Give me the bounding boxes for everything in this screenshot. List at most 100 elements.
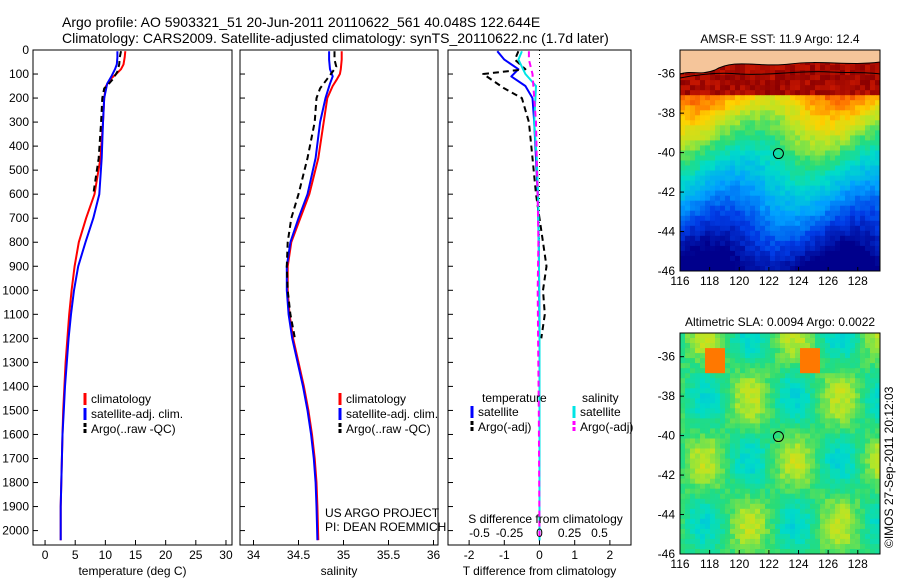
- map-cell: [875, 205, 880, 212]
- map-cell: [740, 130, 746, 136]
- map-cell: [850, 408, 856, 414]
- map-cell: [870, 75, 876, 81]
- map-cell: [730, 110, 736, 116]
- map-cell: [795, 185, 801, 192]
- map-cell: [835, 513, 841, 520]
- map-cell: [720, 85, 726, 91]
- map-cell: [745, 373, 751, 379]
- map-cell: [710, 220, 716, 227]
- map-cell: [725, 508, 731, 515]
- map-cell: [745, 533, 751, 540]
- map-cell: [825, 225, 831, 232]
- map-cell: [755, 378, 761, 384]
- map-cell: [810, 518, 816, 525]
- map-cell: [755, 255, 761, 262]
- map-cell: [735, 453, 741, 460]
- map-cell: [820, 261, 826, 267]
- map-cell: [760, 240, 766, 247]
- map-cell: [815, 423, 821, 429]
- map-cell: [800, 205, 806, 212]
- map-cell: [800, 210, 806, 217]
- map-cell: [815, 120, 821, 126]
- map-cell: [830, 235, 836, 242]
- map-cell: [855, 368, 861, 374]
- map-cell: [865, 105, 871, 111]
- map-cell: [875, 75, 880, 81]
- map-cell: [810, 393, 816, 399]
- lat-tick-label: -44: [658, 225, 676, 239]
- map-cell: [740, 413, 746, 419]
- map-cell: [855, 463, 861, 470]
- map-cell: [840, 140, 846, 146]
- map-cell: [680, 105, 686, 111]
- map-cell: [830, 433, 836, 440]
- map-cell: [845, 338, 851, 344]
- map-cell: [725, 478, 731, 485]
- depth-tick-label: 1200: [2, 331, 29, 345]
- map-cell: [755, 105, 761, 111]
- map-cell: [795, 140, 801, 146]
- map-cell: [875, 343, 880, 349]
- map-cell: [850, 255, 856, 262]
- map-cell: [805, 110, 811, 116]
- series-t-satellite: [496, 50, 541, 541]
- map-cell: [770, 363, 776, 369]
- map-cell: [750, 508, 756, 515]
- map-cell: [700, 538, 706, 545]
- map-cell: [735, 90, 741, 96]
- map-cell: [755, 230, 761, 237]
- map-cell: [815, 220, 821, 227]
- map-cell: [700, 200, 706, 207]
- map-cell: [865, 261, 871, 267]
- map-cell: [780, 523, 786, 530]
- map-cell: [715, 95, 721, 101]
- map-cell: [770, 240, 776, 247]
- map-cell: [800, 378, 806, 384]
- map-cell: [870, 343, 876, 349]
- map-cell: [745, 453, 751, 460]
- map-cell: [815, 333, 821, 339]
- map-cell: [800, 383, 806, 389]
- map-cell: [715, 538, 721, 545]
- map-cell: [710, 180, 716, 187]
- map-cell: [870, 245, 876, 252]
- map-cell: [860, 165, 866, 172]
- map-cell: [830, 544, 836, 550]
- map-cell: [825, 338, 831, 344]
- map-cell: [825, 388, 831, 394]
- map-cell: [760, 483, 766, 490]
- map-cell: [800, 498, 806, 505]
- map-cell: [785, 250, 791, 257]
- map-cell: [805, 533, 811, 540]
- map-cell: [730, 230, 736, 237]
- map-cell: [805, 428, 811, 434]
- map-cell: [770, 220, 776, 227]
- map-cell: [835, 438, 841, 445]
- map-cell: [830, 155, 836, 162]
- map-cell: [735, 230, 741, 237]
- depth-tick-label: 400: [9, 139, 29, 153]
- map-cell: [735, 95, 741, 101]
- map-cell: [800, 493, 806, 500]
- map-cell: [830, 255, 836, 262]
- map-cell: [705, 413, 711, 419]
- map-cell: [795, 230, 801, 237]
- map-cell: [710, 363, 716, 369]
- map-cell: [690, 195, 696, 202]
- depth-tick-label: 100: [9, 67, 29, 81]
- map-cell: [765, 549, 771, 554]
- map-cell: [810, 235, 816, 242]
- map-cell: [735, 135, 741, 141]
- map-cell: [775, 443, 781, 450]
- map-cell: [695, 333, 701, 339]
- map-cell: [875, 165, 880, 172]
- map-cell: [845, 408, 851, 414]
- map-cell: [795, 210, 801, 217]
- map-cell: [705, 533, 711, 540]
- map-cell: [815, 110, 821, 116]
- map-cell: [845, 130, 851, 136]
- map-cell: [685, 150, 691, 157]
- map-cell: [820, 408, 826, 414]
- map-cell: [850, 135, 856, 141]
- map-cell: [780, 250, 786, 257]
